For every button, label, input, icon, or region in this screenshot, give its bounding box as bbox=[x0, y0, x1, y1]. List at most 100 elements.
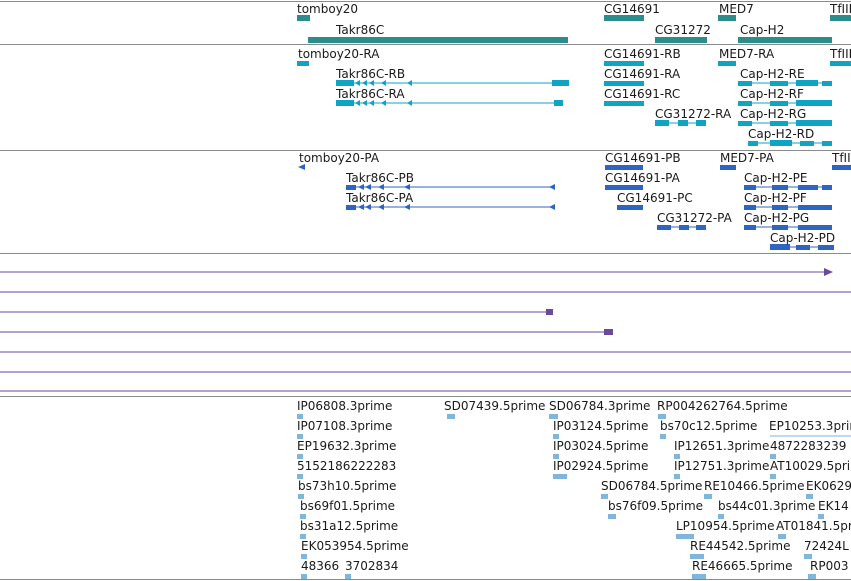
est-feature[interactable] bbox=[676, 534, 694, 539]
protein-label: Cap-H2-PE bbox=[744, 171, 808, 185]
protein-label: Cap-H2-PF bbox=[744, 191, 807, 205]
est-feature[interactable] bbox=[553, 454, 559, 459]
est-feature[interactable] bbox=[778, 534, 786, 539]
protein-label: MED7-PA bbox=[720, 151, 774, 165]
gene-feature-cg31272[interactable] bbox=[655, 37, 707, 43]
alignment-row[interactable] bbox=[0, 309, 553, 315]
est-feature[interactable] bbox=[770, 474, 776, 479]
protein-feature-takr86c-pa[interactable] bbox=[346, 204, 555, 210]
protein-feature-cg14691-pb[interactable] bbox=[605, 165, 643, 170]
protein-label: TfII bbox=[832, 151, 851, 165]
est-feature[interactable] bbox=[674, 474, 680, 479]
transcript-label: tomboy20-RA bbox=[298, 47, 380, 61]
est-label: EP19632.3prime bbox=[297, 439, 397, 453]
rna-feature-tomboy20-ra[interactable] bbox=[297, 61, 309, 66]
rna-feature-cap-h2-re[interactable] bbox=[738, 80, 832, 86]
est-feature[interactable] bbox=[660, 434, 666, 439]
bottom-border bbox=[0, 579, 851, 580]
gene-track bbox=[297, 15, 851, 43]
est-feature[interactable] bbox=[549, 414, 558, 419]
est-label: AT01841.5prime bbox=[776, 519, 851, 533]
est-label: SD06784.5prime bbox=[601, 479, 703, 493]
protein-feature-cap-h2-pd[interactable] bbox=[770, 244, 834, 250]
rna-feature-tfiif[interactable] bbox=[830, 61, 851, 66]
protein-label: CG14691-PA bbox=[605, 171, 680, 185]
est-label: 3702834 bbox=[345, 559, 399, 573]
protein-feature-med7-pa[interactable] bbox=[720, 165, 736, 170]
gene-feature-cg14691[interactable] bbox=[604, 15, 644, 21]
est-label: 5152186222283 bbox=[297, 459, 397, 473]
est-feature[interactable] bbox=[345, 574, 351, 579]
est-feature[interactable] bbox=[553, 434, 559, 439]
est-feature[interactable] bbox=[808, 574, 816, 579]
protein-track-separator bbox=[0, 253, 851, 254]
est-label: RE10466.5prime bbox=[704, 479, 805, 493]
alignment-track bbox=[0, 268, 851, 392]
est-feature[interactable] bbox=[770, 454, 776, 459]
rna-feature-cg31272-ra[interactable] bbox=[655, 120, 706, 126]
rna-feature-cg14691-ra[interactable] bbox=[604, 81, 644, 86]
est-feature[interactable] bbox=[300, 534, 306, 539]
est-feature[interactable] bbox=[818, 514, 824, 519]
est-label: AT10029.5prime bbox=[770, 459, 851, 473]
est-feature[interactable] bbox=[692, 574, 706, 579]
est-feature[interactable] bbox=[300, 514, 306, 519]
transcript-label: Takr86C-RB bbox=[336, 67, 406, 81]
est-feature[interactable] bbox=[690, 554, 704, 559]
protein-feature-tomboy20-pa[interactable] bbox=[298, 164, 305, 170]
est-feature[interactable] bbox=[718, 514, 724, 519]
transcript-label: Cap-H2-RE bbox=[740, 67, 805, 81]
est-feature[interactable] bbox=[301, 574, 307, 579]
protein-label: Takr86C-PA bbox=[346, 191, 414, 205]
est-feature[interactable] bbox=[804, 554, 812, 559]
rna-feature-cap-h2-rf[interactable] bbox=[738, 100, 832, 106]
est-feature[interactable] bbox=[553, 474, 567, 479]
protein-label: CG31272-PA bbox=[657, 211, 732, 225]
est-label: RP003 bbox=[810, 559, 849, 573]
gene-feature-med7[interactable] bbox=[718, 15, 736, 21]
est-feature[interactable] bbox=[658, 414, 666, 419]
est-feature[interactable] bbox=[297, 414, 303, 419]
gene-feature-tfiif[interactable] bbox=[830, 15, 851, 21]
protein-feature-cg31272-pa[interactable] bbox=[657, 225, 706, 230]
rna-feature-cg14691-rb[interactable] bbox=[604, 61, 644, 66]
transcript-label: MED7-RA bbox=[719, 47, 775, 61]
est-label: RE46665.5prime bbox=[692, 559, 793, 573]
protein-feature-cap-h2-pg[interactable] bbox=[744, 225, 832, 230]
est-feature[interactable] bbox=[806, 494, 813, 499]
est-label: 48366 bbox=[301, 559, 340, 573]
rna-feature-takr86c-rb[interactable] bbox=[336, 80, 569, 86]
est-feature[interactable] bbox=[704, 494, 712, 499]
protein-feature-cg14691-pc[interactable] bbox=[617, 205, 643, 210]
protein-feature-cap-h2-pe[interactable] bbox=[744, 185, 832, 190]
protein-feature-cg14691-pa[interactable] bbox=[605, 185, 643, 190]
est-feature[interactable] bbox=[674, 454, 680, 459]
alignment-row[interactable] bbox=[0, 329, 613, 335]
est-feature[interactable] bbox=[297, 474, 303, 479]
gene-feature-takr86c[interactable] bbox=[308, 37, 568, 43]
transcript-label: Takr86C-RA bbox=[336, 87, 405, 101]
est-feature[interactable] bbox=[601, 494, 608, 499]
rna-feature-takr86c-ra[interactable] bbox=[336, 100, 563, 106]
gene-track-separator bbox=[0, 44, 851, 45]
est-feature[interactable] bbox=[297, 454, 303, 459]
protein-feature-tfii[interactable] bbox=[832, 165, 851, 170]
est-feature[interactable] bbox=[447, 414, 455, 419]
rna-feature-med7-ra[interactable] bbox=[718, 61, 736, 66]
transcript-label: CG14691-RA bbox=[604, 67, 681, 81]
protein-feature-cap-h2-pf[interactable] bbox=[744, 205, 832, 210]
est-label: EK0629 bbox=[806, 479, 851, 493]
rna-feature-cap-h2-rg[interactable] bbox=[738, 120, 832, 126]
est-feature[interactable] bbox=[298, 494, 304, 499]
rna-feature-cg14691-rc[interactable] bbox=[604, 101, 644, 106]
gene-label: CG14691 bbox=[604, 2, 660, 16]
est-feature[interactable] bbox=[301, 554, 307, 559]
alignment-row[interactable] bbox=[0, 268, 833, 276]
est-feature[interactable] bbox=[297, 434, 303, 439]
protein-feature-takr86c-pb[interactable] bbox=[346, 184, 555, 190]
gene-feature-tomboy20[interactable] bbox=[297, 15, 310, 21]
est-feature[interactable] bbox=[608, 514, 616, 519]
rna-feature-cap-h2-rd[interactable] bbox=[748, 140, 832, 146]
gene-feature-cap-h2[interactable] bbox=[738, 37, 832, 43]
est-label: EK14 bbox=[818, 499, 849, 513]
